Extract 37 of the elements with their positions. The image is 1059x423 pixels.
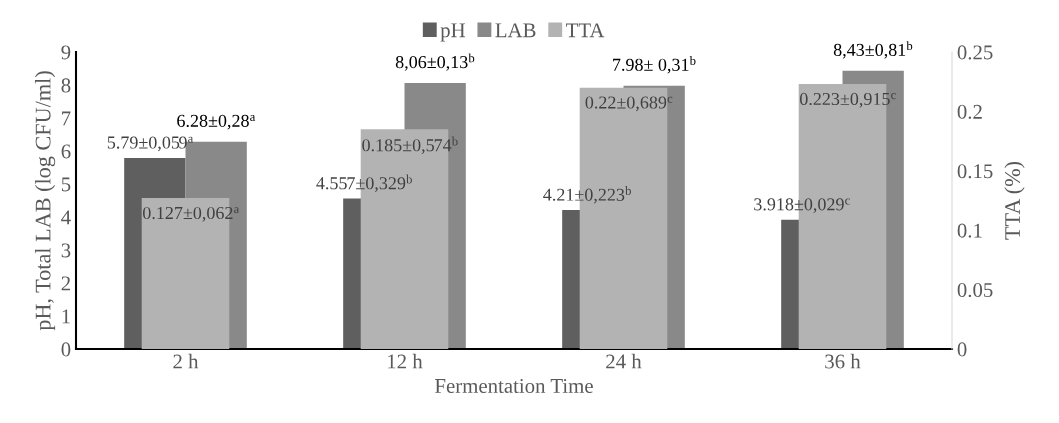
y-tick-label: 8	[61, 78, 71, 93]
data-label: 0.127±0,062$^{a}$	[142, 206, 240, 222]
y2-tick-label: 0	[957, 342, 967, 357]
y-tick-label: 5	[61, 177, 71, 192]
y-tick-label: 2	[61, 276, 70, 291]
y-tick-label: 6	[61, 144, 71, 159]
y-axis-title: pH, Total LAB (log CFU/ml)	[34, 71, 56, 331]
data-label: 0.22±0,689$^{c}$	[585, 96, 673, 112]
x-axis-title: Fermentation Time	[435, 378, 593, 393]
data-label: 8,43±0,81$^{b}$	[833, 41, 913, 59]
data-label: 4.557±0,329$^{b}$	[316, 174, 412, 192]
y2-tick-label: 0.25	[957, 45, 993, 60]
data-label: 6.28±0,28$^{a}$	[177, 114, 256, 130]
x-tick-label: 12 h	[388, 353, 423, 369]
y-tick-label: 0	[61, 342, 71, 357]
y2-axis-title: TTA (%)	[1004, 161, 1025, 240]
data-label: 7.98± 0,31$^{b}$	[613, 56, 696, 74]
data-label: 5.79±0,059$^{a}$	[107, 136, 194, 152]
legend-label: pH	[440, 23, 466, 42]
y-tick-label: 7	[62, 111, 71, 126]
data-label: 8,06±0,13$^{b}$	[395, 53, 475, 71]
data-label: 3.918±0,029$^{c}$	[754, 198, 850, 213]
data-label: 0.223±0,915$^{c}$	[799, 92, 896, 108]
y2-tick-label: 0.1	[957, 223, 982, 238]
y-tick-label: 3	[61, 243, 71, 258]
x-tick-label: 36 h	[825, 353, 861, 369]
y2-tick-label: 0.15	[957, 164, 993, 179]
y-tick-label: 9	[61, 45, 71, 60]
x-tick-label: 24 h	[606, 353, 642, 369]
y-tick-label: 4	[61, 210, 71, 225]
y2-tick-label: 0.2	[957, 104, 982, 119]
legend-label: LAB	[495, 23, 536, 38]
y2-tick-label: 0.05	[957, 282, 993, 298]
x-tick-label: 2 h	[173, 353, 199, 369]
legend-label: TTA	[566, 23, 605, 38]
y-tick-label: 1	[62, 309, 70, 324]
data-label: 0.185±0,574$^{b}$	[362, 136, 458, 154]
